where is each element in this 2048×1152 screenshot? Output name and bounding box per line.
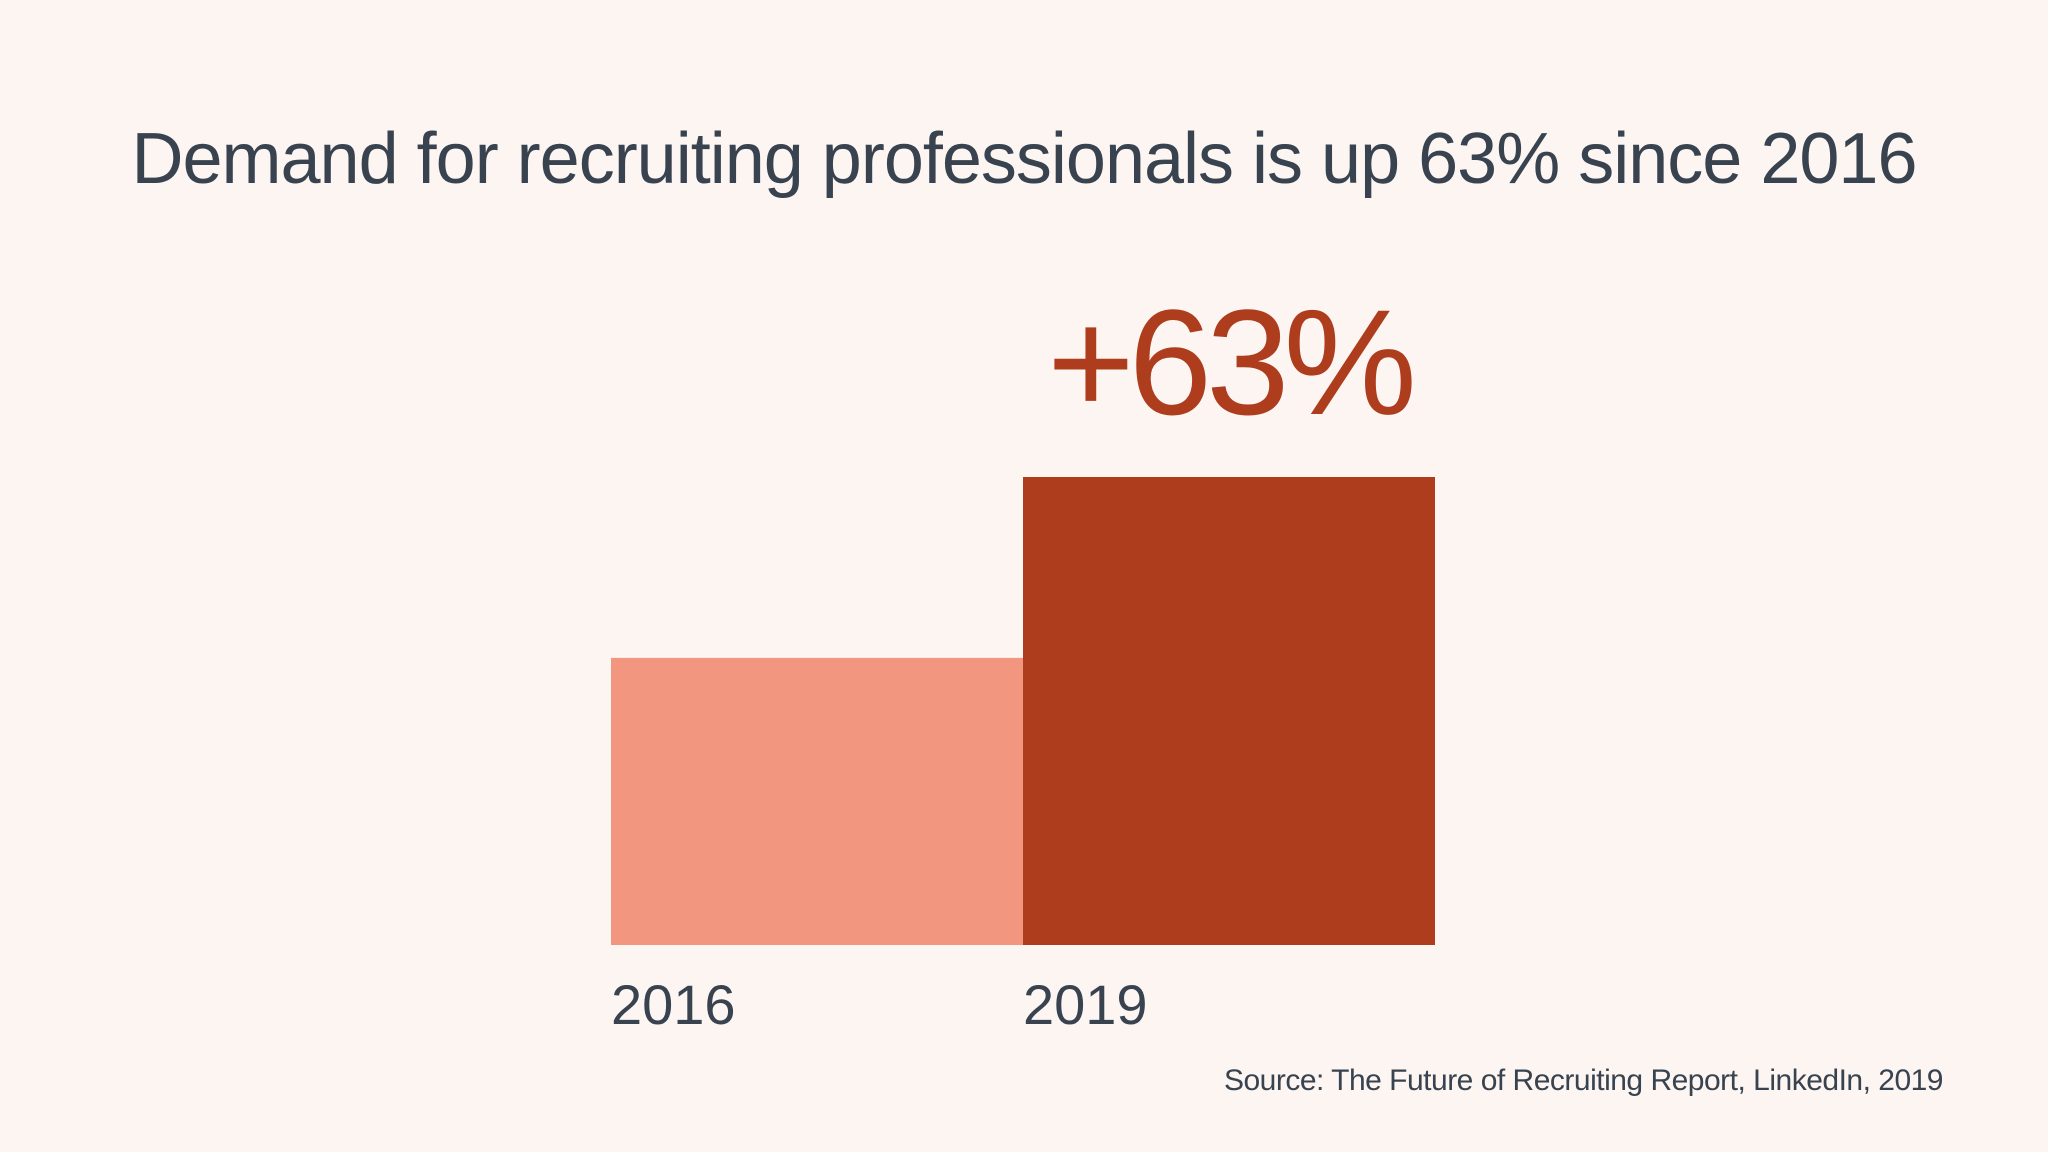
source-note: Source: The Future of Recruiting Report,… [1223,1064,1944,1097]
x-tick-label-2019: 2019 [1023,973,1148,1036]
labels-layer: 2016 2019 +63% [611,278,1419,1036]
change-annotation: +63% [1047,278,1412,446]
bar-2019 [1023,477,1435,945]
bar-2016 [611,657,1023,945]
chart-title: Demand for recruiting professionals is u… [131,119,1918,199]
bars-layer [611,477,1435,945]
x-tick-label-2016: 2016 [611,973,736,1036]
